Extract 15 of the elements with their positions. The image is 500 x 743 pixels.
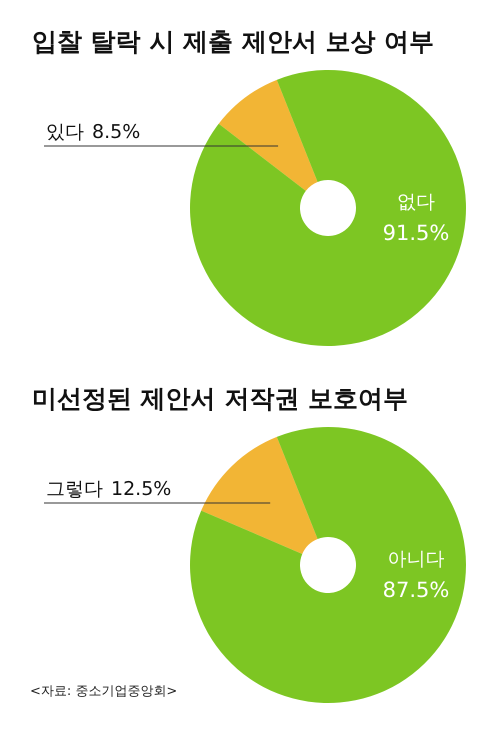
slice-label: 아니다 xyxy=(388,548,444,570)
slice-label: 있다 xyxy=(46,121,84,143)
donut-slice xyxy=(201,436,318,554)
donut-slice xyxy=(190,70,466,346)
text: <자료: 중소기업중앙회> xyxy=(30,684,178,699)
data-label: 8.5% xyxy=(92,121,140,143)
donut-slice xyxy=(190,427,466,703)
data-label: 87.5% xyxy=(382,578,450,602)
slice-label: 없다 xyxy=(397,191,435,213)
slice-label: 그렇다 xyxy=(46,478,103,500)
data-label: 91.5% xyxy=(382,221,450,245)
donut-slice xyxy=(218,80,318,191)
chart-title: 미선정된 제안서 저작권 보호여부 xyxy=(32,384,408,413)
data-label: 12.5% xyxy=(111,478,172,500)
chart-title: 입찰 탈락 시 제출 제안서 보상 여부 xyxy=(32,27,434,56)
